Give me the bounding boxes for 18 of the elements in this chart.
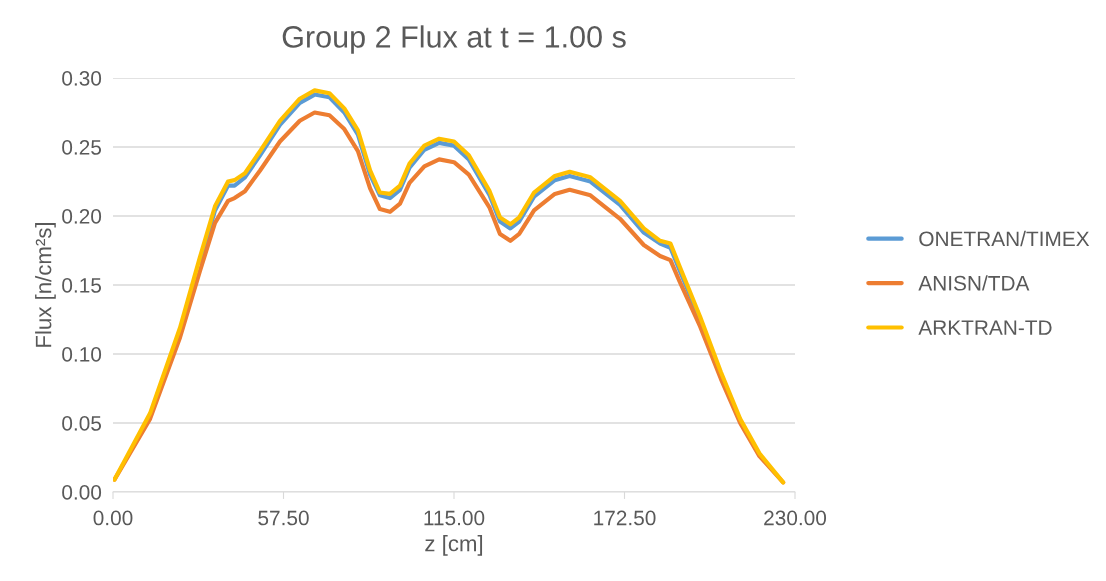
x-tick-label: 230.00 bbox=[764, 510, 827, 526]
y-axis-title: Flux [n/cm²s] bbox=[35, 223, 56, 347]
legend-label: ARKTRAN-TD bbox=[918, 320, 1052, 335]
y-tick-label: 0.15 bbox=[62, 278, 102, 293]
y-tick-label: 0.20 bbox=[62, 209, 102, 224]
legend-label: ANISN/TDA bbox=[918, 275, 1030, 291]
y-tick-label: 0.30 bbox=[62, 71, 102, 86]
y-tick-label: 0.05 bbox=[62, 416, 102, 431]
x-tick-label: 172.50 bbox=[594, 510, 656, 526]
legend-label: ONETRAN/TIMEX bbox=[919, 230, 1090, 247]
chart-title: Group 2 Flux at t = 1.00 s bbox=[282, 25, 626, 54]
y-tick-label: 0.25 bbox=[62, 140, 102, 155]
x-tick-label: 115.00 bbox=[424, 510, 485, 526]
y-tick-label: 0.00 bbox=[62, 485, 102, 500]
x-tick-label: 57.50 bbox=[258, 510, 309, 526]
x-axis-title: z [cm] bbox=[425, 535, 483, 556]
y-tick-label: 0.10 bbox=[62, 347, 102, 362]
x-tick-label: 0.00 bbox=[93, 510, 133, 526]
